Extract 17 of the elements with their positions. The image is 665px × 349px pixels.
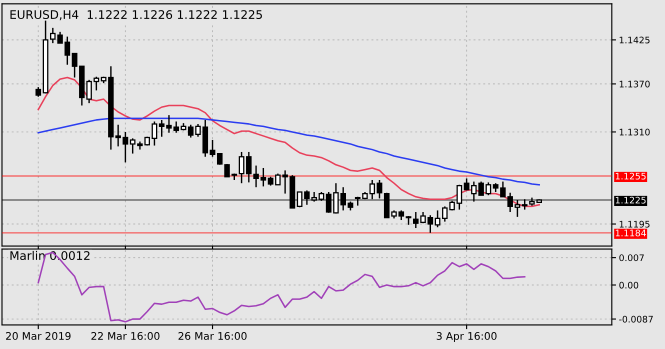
x-tick-label: 20 Mar 2019 [6,332,71,340]
line-series [38,118,540,186]
x-tick-label: 3 Apr 16:00 [436,332,497,342]
y-tick-label: 0.00 [619,282,638,289]
y-tick-label: 1.1370 [620,80,650,88]
y-tick-label: 1.1425 [620,36,650,44]
x-tick-label: 22 Mar 16:00 [91,332,160,340]
line-series [38,76,540,208]
ref-line-label: 1.1225 [616,196,646,204]
ref-line-label: 1.1255 [616,172,646,180]
y-tick-label: 0.007 [619,254,644,262]
chart-title: EURUSD,H4 1.1222 1.1226 1.1222 1.1225 [10,10,262,20]
ref-line-label: 1.1184 [616,230,646,236]
y-tick-label: -0.0087 [619,316,653,323]
y-tick-label: 1.1310 [620,128,650,136]
y-tick-label: 1.1195 [620,220,650,228]
x-tick-label: 26 Mar 16:00 [178,332,247,340]
